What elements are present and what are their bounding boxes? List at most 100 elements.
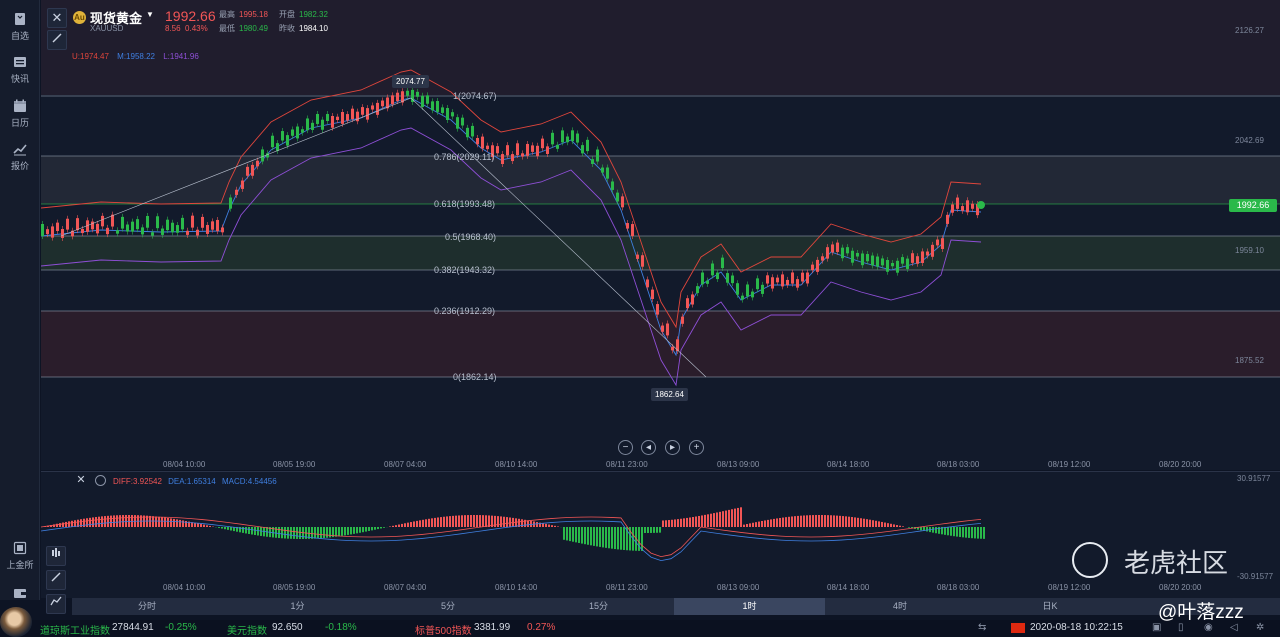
macd-bar — [185, 521, 187, 527]
period-tab-timeshare[interactable]: 分时 — [137, 601, 156, 611]
macd-bar — [926, 527, 928, 532]
macd-bar — [380, 527, 382, 529]
sidebar-item-wallet[interactable] — [0, 586, 40, 603]
candle-body — [466, 127, 469, 138]
draw-line-button[interactable] — [46, 570, 66, 590]
macd-bar — [86, 518, 88, 527]
ticker-name[interactable]: 美元指数 — [227, 626, 267, 637]
period-tab-1h[interactable]: 1时 — [674, 598, 825, 615]
macd-chart[interactable] — [41, 471, 1280, 598]
close-indicator-button[interactable]: ✕ — [76, 474, 86, 486]
candlestick-chart[interactable] — [41, 0, 1280, 470]
macd-bar — [671, 519, 673, 527]
macd-bar — [566, 527, 568, 541]
macd-bar — [749, 523, 751, 527]
time-axis-label: 08/18 03:00 — [937, 583, 980, 592]
sidebar-item-sge[interactable]: 上金所 — [0, 541, 40, 571]
candle-body — [666, 323, 669, 336]
macd-bar — [548, 524, 550, 527]
price-axis-label: 2126.27 — [1235, 26, 1264, 35]
macd-bar — [425, 519, 427, 527]
macd-bar — [98, 516, 100, 527]
macd-bar — [875, 520, 877, 527]
macd-bar — [722, 511, 724, 527]
macd-bar — [578, 527, 580, 543]
china-flag-icon — [1011, 623, 1025, 633]
macd-bar — [80, 519, 82, 527]
symbol-name[interactable]: 现货黄金 — [90, 11, 143, 26]
macd-bar — [701, 515, 703, 527]
screenshot-icon[interactable]: ▣ — [1152, 622, 1162, 633]
prev-close-value: 1984.10 — [299, 24, 328, 33]
candle-body — [726, 273, 729, 283]
network-icon[interactable]: ⇆ — [978, 622, 987, 633]
macd-bar — [674, 519, 676, 527]
low-label: 最低 — [219, 24, 235, 33]
mute-icon[interactable]: ◁ — [1230, 622, 1238, 633]
macd-bar — [662, 520, 664, 527]
period-tab-1m[interactable]: 1分 — [290, 601, 305, 611]
candle-body — [86, 220, 89, 232]
macd-plot[interactable] — [41, 472, 1280, 598]
sidebar-item-label: 报价 — [10, 161, 29, 171]
phone-icon[interactable]: ▯ — [1178, 622, 1184, 633]
macd-bar — [248, 527, 250, 534]
chevron-down-icon[interactable]: ▼ — [146, 10, 154, 19]
ticker-name[interactable]: 标普500指数 — [415, 626, 472, 637]
macd-bar — [323, 527, 325, 538]
macd-bar — [776, 518, 778, 527]
period-tab-15m[interactable]: 15分 — [588, 601, 608, 611]
symbol-code: XAUUSD — [90, 24, 124, 33]
gold-badge: Au — [73, 11, 86, 24]
macd-bar — [668, 520, 670, 527]
macd-bar — [365, 527, 367, 532]
macd-bar — [467, 515, 469, 527]
macd-bar — [353, 527, 355, 534]
indicator-button[interactable] — [46, 546, 66, 566]
macd-bar — [515, 518, 517, 527]
sidebar-item-news[interactable]: 快讯 — [0, 55, 40, 85]
macd-bar — [563, 527, 565, 540]
macd-bar — [326, 527, 328, 538]
macd-bar — [488, 515, 490, 527]
macd-bar — [755, 522, 757, 527]
gear-icon[interactable] — [95, 475, 106, 486]
candle-body — [806, 272, 809, 284]
ticker-name[interactable]: 道琼斯工业指数 — [40, 626, 110, 637]
macd-bar — [794, 516, 796, 527]
draw-tool-button[interactable] — [47, 30, 67, 50]
camera-icon[interactable]: ◉ — [1204, 622, 1213, 633]
macd-bar — [716, 512, 718, 527]
close-chart-button[interactable]: ✕ — [47, 8, 67, 28]
market-ticker: 道琼斯工业指数 27844.91 -0.25% 美元指数 92.650 -0.1… — [0, 620, 1280, 637]
period-tab-daily[interactable]: 日K — [1042, 601, 1058, 611]
macd-bar — [962, 527, 964, 538]
scroll-left-button[interactable]: ◂ — [641, 440, 656, 455]
period-tab-4h[interactable]: 4时 — [892, 601, 907, 611]
time-axis-label: 08/20 20:00 — [1159, 460, 1202, 469]
macd-bar — [899, 525, 901, 527]
macd-bar — [584, 527, 586, 545]
macd-bar — [713, 513, 715, 527]
sidebar-item-watchlist[interactable]: 自选 — [0, 12, 40, 42]
scroll-right-button[interactable]: ▸ — [665, 440, 680, 455]
macd-bar — [956, 527, 958, 537]
zoom-in-button[interactable]: + — [689, 440, 704, 455]
period-tab-5m[interactable]: 5分 — [440, 601, 455, 611]
macd-bar — [497, 516, 499, 527]
chart-type-button[interactable] — [46, 594, 66, 614]
candle-body — [101, 215, 104, 227]
zoom-out-button[interactable]: − — [618, 440, 633, 455]
candle-body — [921, 251, 924, 263]
sidebar-item-calendar[interactable]: 日历 — [0, 99, 40, 129]
macd-bar — [419, 520, 421, 527]
ticker-value: 3381.99 — [474, 622, 511, 633]
fib-level-label: 0.618(1993.48) — [434, 199, 496, 209]
sidebar-item-quotes[interactable]: 报价 — [0, 142, 40, 172]
macd-bar — [791, 516, 793, 527]
macd-bar — [509, 517, 511, 527]
candle-body — [361, 107, 364, 115]
wallet-icon — [13, 586, 27, 600]
gear-icon[interactable]: ✲ — [1256, 622, 1265, 633]
main-chart[interactable] — [41, 0, 1280, 470]
